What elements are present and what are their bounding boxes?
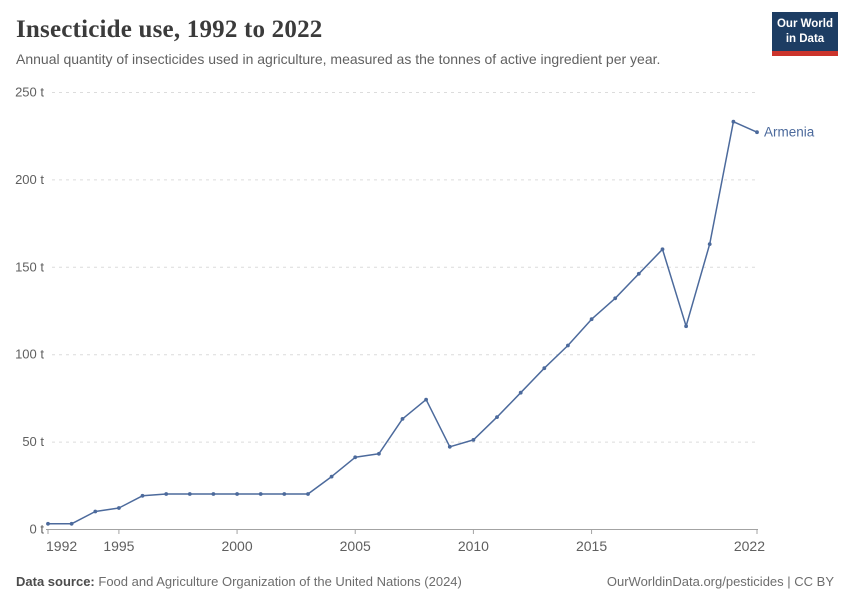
data-point[interactable] xyxy=(495,415,499,419)
x-tick-label: 2010 xyxy=(458,538,489,554)
x-tick-label: 2015 xyxy=(576,538,607,554)
data-point[interactable] xyxy=(117,506,121,510)
data-point[interactable] xyxy=(377,451,381,456)
owid-logo: Our World in Data xyxy=(772,12,838,56)
data-point[interactable] xyxy=(93,509,98,514)
data-source: Data source: Food and Agriculture Organi… xyxy=(16,574,462,589)
data-point[interactable] xyxy=(140,493,145,498)
data-point[interactable] xyxy=(755,130,759,135)
owid-logo-line1: Our World xyxy=(776,18,833,30)
data-source-label: Data source: xyxy=(16,574,95,589)
data-point[interactable] xyxy=(542,366,547,371)
data-point[interactable] xyxy=(566,343,570,348)
data-point[interactable] xyxy=(306,492,310,496)
data-point[interactable] xyxy=(589,317,594,322)
data-point[interactable] xyxy=(424,397,428,402)
data-point[interactable] xyxy=(707,242,712,247)
x-tick-label: 2005 xyxy=(340,538,371,554)
chart-header: Insecticide use, 1992 to 2022 Annual qua… xyxy=(0,0,850,69)
data-point[interactable] xyxy=(329,474,334,479)
data-point[interactable] xyxy=(471,438,476,442)
data-point[interactable] xyxy=(613,296,618,301)
data-point[interactable] xyxy=(235,492,240,496)
data-point[interactable] xyxy=(636,271,641,276)
chart-subtitle: Annual quantity of insecticides used in … xyxy=(16,51,661,67)
data-point[interactable] xyxy=(258,492,263,496)
data-point[interactable] xyxy=(518,390,523,395)
series-label[interactable]: Armenia xyxy=(764,125,815,140)
x-tick-label: 2000 xyxy=(221,538,252,554)
data-point[interactable] xyxy=(447,444,452,449)
y-gridlines: 0 t 50 t 100 t 150 t 200 t 250 t xyxy=(15,85,758,537)
data-point[interactable] xyxy=(46,521,50,526)
x-tick-label: 2022 xyxy=(734,538,765,554)
x-tick-label: 1995 xyxy=(103,538,134,554)
y-tick-label: 150 t xyxy=(15,259,44,274)
data-point[interactable] xyxy=(660,247,665,252)
x-axis: 1992 1995 2000 2005 2010 2015 2022 xyxy=(46,529,765,554)
data-point[interactable] xyxy=(69,521,74,526)
owid-logo-line2: in Data xyxy=(785,32,825,45)
y-tick-label: 200 t xyxy=(15,172,44,187)
data-point[interactable] xyxy=(282,492,287,496)
y-tick-label: 100 t xyxy=(15,347,44,362)
data-point[interactable] xyxy=(353,455,358,460)
data-point[interactable] xyxy=(187,492,192,496)
series-line xyxy=(47,120,758,525)
chart-footer: Data source: Food and Agriculture Organi… xyxy=(16,574,834,589)
x-tick-label: 1992 xyxy=(46,538,77,554)
y-tick-label: 250 t xyxy=(15,85,44,100)
data-source-text: Food and Agriculture Organization of the… xyxy=(98,574,462,589)
series-armenia[interactable] xyxy=(46,119,759,526)
data-point[interactable] xyxy=(164,492,169,496)
y-tick-label: 0 t xyxy=(30,522,45,537)
data-point[interactable] xyxy=(400,417,405,421)
data-point[interactable] xyxy=(211,492,216,496)
data-point[interactable] xyxy=(731,119,736,124)
page-title: Insecticide use, 1992 to 2022 xyxy=(16,16,323,43)
y-tick-label: 50 t xyxy=(22,434,44,449)
line-chart: 0 t 50 t 100 t 150 t 200 t 250 t 1992 1995 2000 2… xyxy=(15,85,815,554)
data-point[interactable] xyxy=(684,324,688,329)
footer-credit[interactable]: OurWorldinData.org/pesticides | CC BY xyxy=(606,574,834,589)
